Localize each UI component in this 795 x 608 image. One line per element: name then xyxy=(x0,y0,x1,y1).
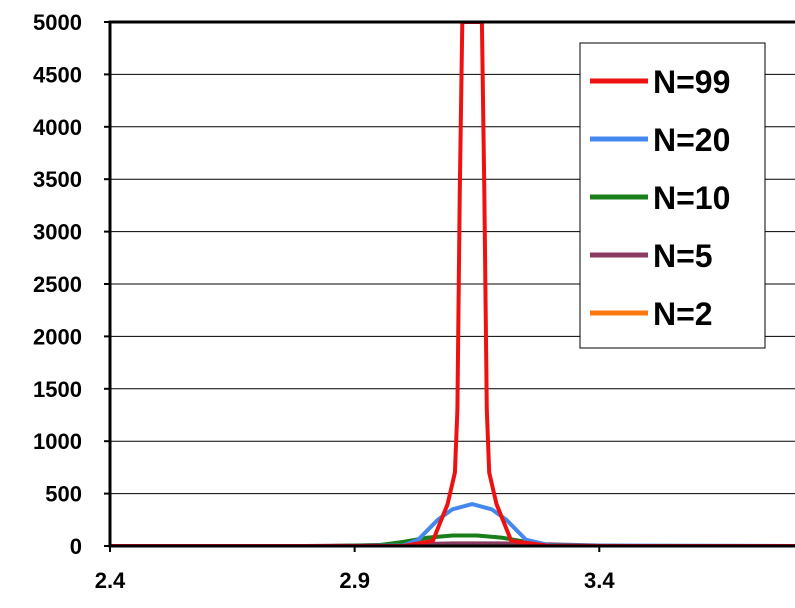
y-tick-label: 3500 xyxy=(33,167,82,192)
y-tick-label: 5000 xyxy=(33,10,82,35)
series-line-n-20 xyxy=(110,502,795,546)
legend-label: N=10 xyxy=(653,180,730,216)
legend-label: N=5 xyxy=(653,238,713,274)
plot-area-border xyxy=(108,20,795,548)
y-tick-label: 2000 xyxy=(33,324,82,349)
y-tick-label: 0 xyxy=(70,534,82,559)
legend-label: N=99 xyxy=(653,64,730,100)
y-tick-label: 4500 xyxy=(33,62,82,87)
x-tick-label: 3.4 xyxy=(584,568,615,593)
y-tick-label: 3000 xyxy=(33,220,82,245)
x-tick-labels: 2.4 2.9 3.4 xyxy=(95,546,615,593)
x-tick-label: 2.9 xyxy=(339,568,370,593)
series-line-n-99 xyxy=(110,22,795,546)
legend-label: N=2 xyxy=(653,296,713,332)
y-tick-label: 1000 xyxy=(33,429,82,454)
y-tick-label: 2500 xyxy=(33,272,82,297)
y-tick-labels: 0 500 1000 1500 2000 2500 3000 3500 4000 4500 5000 xyxy=(33,10,82,559)
y-tick-label: 4000 xyxy=(33,115,82,140)
legend-label: N=20 xyxy=(653,122,730,158)
x-tick-label: 2.4 xyxy=(95,568,126,593)
y-tick-label: 500 xyxy=(45,482,82,507)
y-tick-label: 1500 xyxy=(33,377,82,402)
legend: N=99 N=20 N=10 N=5 N=2 xyxy=(579,42,766,349)
